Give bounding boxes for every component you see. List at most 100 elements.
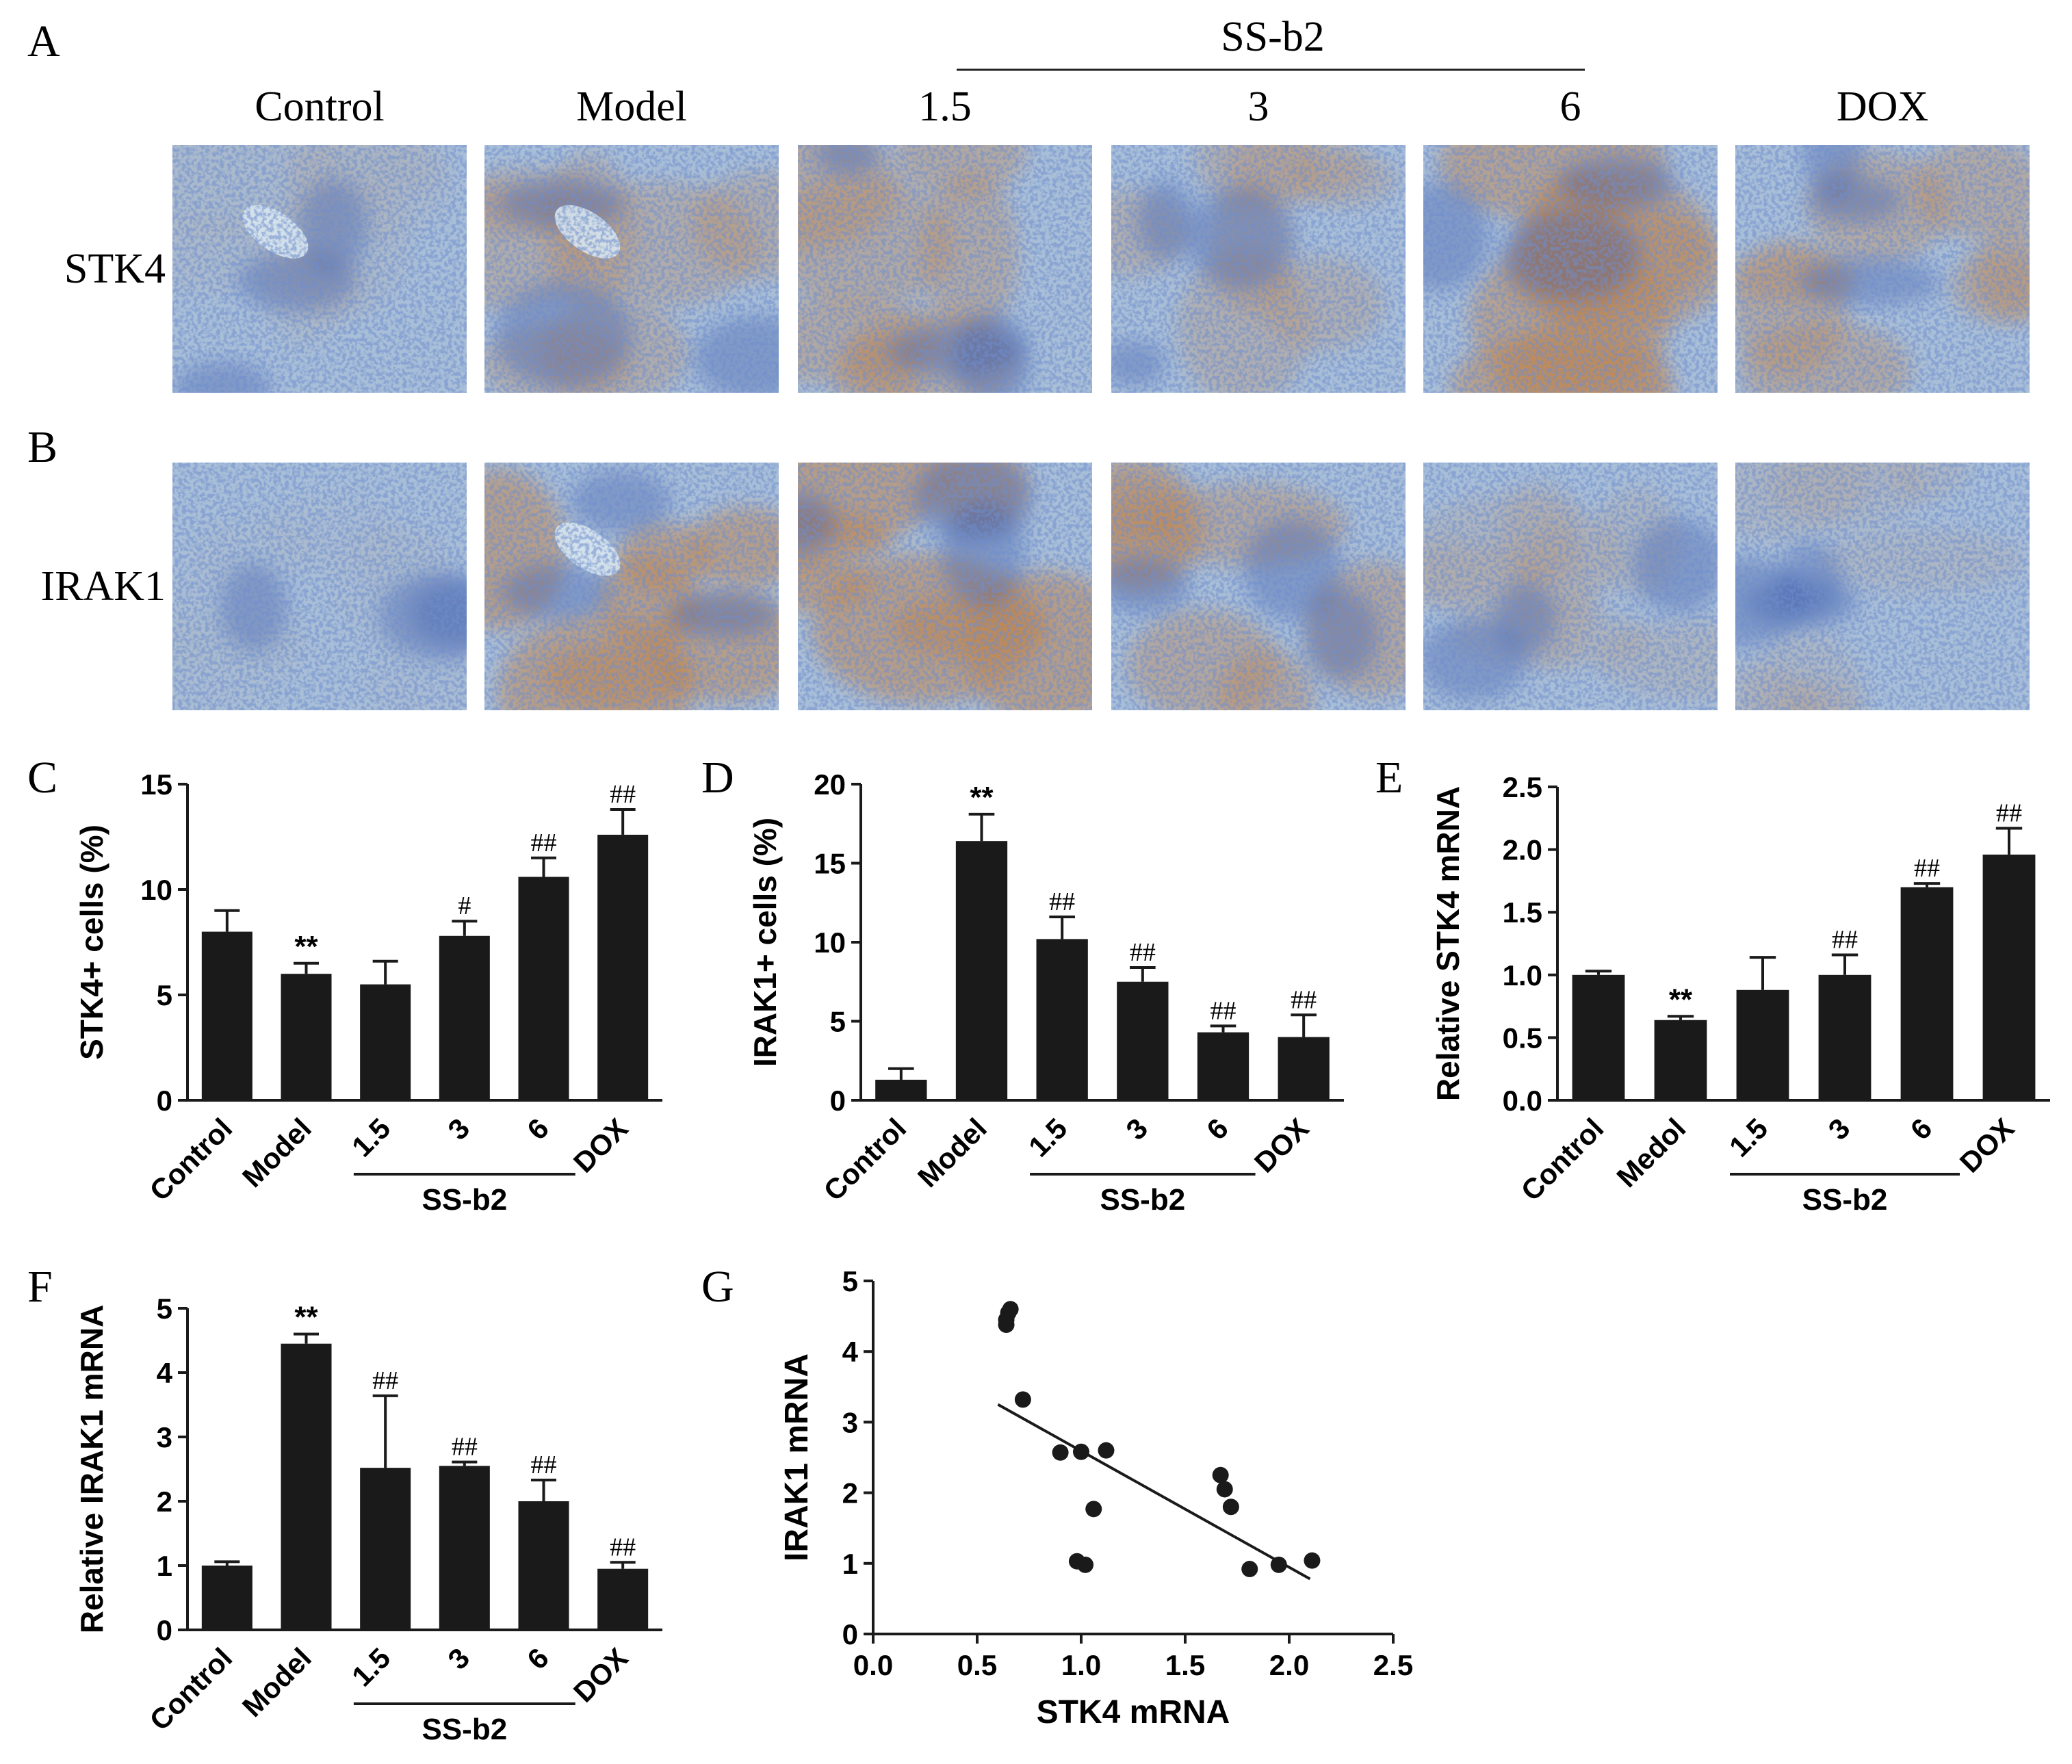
- y-tick-label: 1.5: [1503, 896, 1542, 929]
- significance-mark: ##: [531, 829, 557, 857]
- significance-mark: ##: [1049, 887, 1075, 916]
- column-header: Model: [576, 83, 687, 130]
- y-tick-label: 20: [814, 768, 846, 801]
- category-label: 3: [441, 1642, 476, 1676]
- x-tick-label: 1.5: [1165, 1649, 1205, 1681]
- y-tick-label: 10: [140, 874, 172, 906]
- panel-letter-f: F: [27, 1262, 53, 1312]
- y-tick-label: 5: [157, 1293, 172, 1325]
- chart-d-irak1-cells: 0 5 10 15 20 IRAK1+ cells (%) Control ** Model ##…: [747, 768, 1344, 1217]
- micrograph: [798, 463, 1092, 710]
- panel-letter-e: E: [1375, 753, 1403, 803]
- micrograph: [172, 145, 467, 393]
- ss-b2-header: SS-b2: [1221, 14, 1325, 60]
- significance-mark: ##: [1914, 854, 1940, 883]
- bar: [201, 1566, 252, 1630]
- y-axis-label: IRAK1+ cells (%): [747, 818, 783, 1067]
- category-label: 6: [521, 1112, 555, 1146]
- category-label: Control: [817, 1112, 912, 1207]
- category-label: 6: [521, 1642, 555, 1676]
- micrograph: [172, 463, 467, 710]
- y-axis-label: STK4+ cells (%): [74, 825, 109, 1060]
- micrograph: [1735, 145, 2030, 393]
- bar: [1036, 939, 1088, 1100]
- significance-mark: ##: [610, 1533, 636, 1561]
- bar: [518, 877, 569, 1100]
- y-tick-label: 5: [830, 1006, 846, 1038]
- micrograph: [1423, 463, 1718, 710]
- y-tick-label: 15: [140, 768, 172, 801]
- chart-g-correlation-scatter: 0 1 2 3 4 5 0.0 0.5 1.0 1.5 2.0 2.5 IRAK1 mRNA STK4 m…: [779, 1265, 1413, 1730]
- panel-letter-b: B: [27, 422, 57, 472]
- x-axis-label: STK4 mRNA: [1037, 1694, 1230, 1730]
- y-tick-label: 3: [157, 1421, 172, 1453]
- y-tick-label: 5: [157, 979, 172, 1011]
- x-tick-label: 2.0: [1269, 1649, 1309, 1681]
- row-labels: STK4 IRAK1: [40, 246, 166, 610]
- category-label: 3: [441, 1112, 476, 1146]
- y-tick-label: 0.0: [1503, 1085, 1542, 1117]
- significance-mark: ##: [452, 1433, 478, 1462]
- significance-mark: **: [1669, 983, 1693, 1016]
- group-label: SS-b2: [1802, 1183, 1888, 1217]
- category-label: 1.5: [346, 1112, 397, 1163]
- column-header: 6: [1560, 83, 1581, 130]
- bar: [281, 1343, 332, 1630]
- category-label: Control: [143, 1112, 238, 1207]
- category-label: 1.5: [1022, 1112, 1074, 1163]
- bar: [1197, 1032, 1249, 1100]
- y-tick-label: 3: [842, 1406, 858, 1438]
- category-label: Control: [1515, 1112, 1610, 1207]
- bar: [1654, 1020, 1707, 1100]
- bar: [597, 834, 649, 1100]
- category-label: 3: [1822, 1112, 1856, 1146]
- scatter-point: [1098, 1442, 1115, 1459]
- bar: [875, 1079, 927, 1100]
- micrograph: [1735, 463, 2030, 710]
- y-tick-label: 15: [814, 848, 846, 880]
- panel-letter-d: D: [701, 753, 734, 803]
- row-label: STK4: [64, 246, 166, 292]
- category-label: Control: [143, 1642, 238, 1737]
- significance-mark: ##: [372, 1366, 398, 1395]
- category-label: DOX: [567, 1112, 634, 1179]
- category-label: 3: [1119, 1112, 1154, 1146]
- category-label: Model: [236, 1112, 318, 1193]
- y-axis-label: Relative IRAK1 mRNA: [74, 1305, 109, 1634]
- significance-mark: ##: [531, 1451, 557, 1479]
- scatter-point: [1014, 1391, 1031, 1408]
- scatter-point: [1304, 1552, 1321, 1569]
- column-header: 3: [1248, 83, 1269, 130]
- scatter-point: [1052, 1444, 1069, 1461]
- category-label: 6: [1200, 1112, 1234, 1146]
- category-label: DOX: [1248, 1112, 1315, 1179]
- group-label: SS-b2: [422, 1183, 507, 1217]
- x-tick-label: 0.5: [957, 1649, 997, 1681]
- y-tick-label: 2: [157, 1486, 172, 1518]
- y-tick-label: 0: [157, 1085, 172, 1117]
- y-tick-label: 0: [157, 1614, 172, 1646]
- bar: [360, 984, 411, 1100]
- significance-mark: ##: [1210, 996, 1236, 1025]
- bar: [1818, 974, 1872, 1100]
- y-tick-label: 4: [842, 1336, 859, 1368]
- row-label: IRAK1: [40, 563, 166, 610]
- bar: [360, 1468, 411, 1630]
- category-label: 1.5: [346, 1642, 397, 1693]
- x-tick-label: 2.5: [1373, 1649, 1413, 1681]
- bar: [597, 1568, 649, 1630]
- significance-mark: ##: [610, 780, 636, 809]
- y-tick-label: 2: [842, 1477, 858, 1509]
- category-label: DOX: [567, 1642, 634, 1709]
- y-tick-label: 0: [842, 1618, 858, 1650]
- significance-mark: ##: [1291, 985, 1317, 1014]
- panel-letter-c: C: [27, 753, 57, 803]
- bar: [201, 931, 252, 1100]
- bar: [439, 935, 490, 1100]
- category-label: Model: [236, 1642, 318, 1723]
- bar: [439, 1466, 490, 1630]
- significance-mark: ##: [1832, 925, 1858, 954]
- y-axis-label: Relative STK4 mRNA: [1430, 786, 1466, 1101]
- x-tick-label: 0.0: [853, 1649, 893, 1681]
- category-label: Medol: [1610, 1112, 1692, 1193]
